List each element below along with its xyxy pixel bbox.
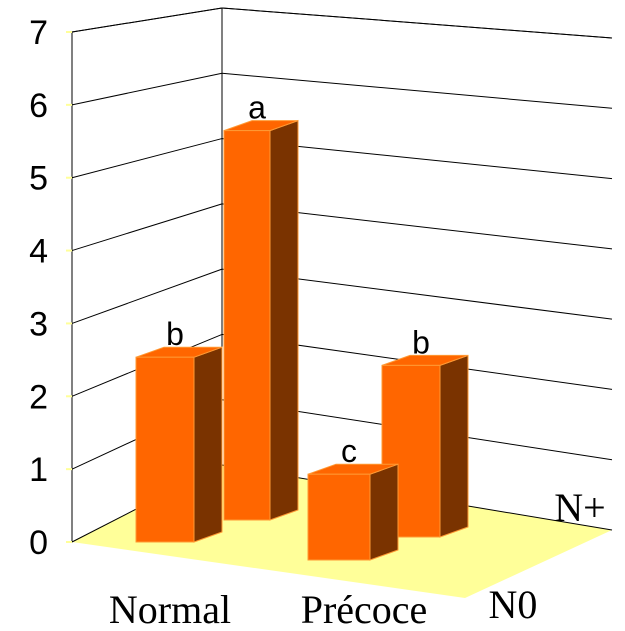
y-tick-label: 1 [29, 451, 48, 489]
bar-N+-Précoce [381, 354, 469, 538]
gridline-left-7 [71, 7, 223, 33]
depth-axis-label: N0 [489, 582, 538, 627]
depth-axis-label: N+ [554, 485, 605, 530]
y-tick-label: 5 [29, 160, 48, 198]
bar-data-label: c [341, 433, 357, 469]
gridline-back-7 [221, 7, 613, 39]
gridline-left-6 [71, 72, 223, 106]
bar-front-face [223, 130, 271, 521]
bar-side-face [193, 346, 223, 543]
y-tick-label: 3 [29, 305, 48, 343]
y-tick-label: 7 [29, 14, 48, 52]
y-tick-label: 2 [29, 378, 48, 416]
bar-N0-Précoce [307, 463, 399, 561]
x-category-label: Normal [109, 587, 231, 631]
y-tick-label: 4 [29, 233, 48, 271]
bar-data-label: b [166, 316, 184, 352]
bar-front-face [135, 356, 195, 543]
bar-front-face [307, 473, 371, 561]
bar-data-label: b [412, 324, 430, 360]
y-axis-ticks: 0 1 2 3 4 5 6 7 [29, 14, 72, 562]
bar-N+-Normal [223, 119, 299, 521]
y-tick-label: 0 [29, 524, 48, 562]
bar-side-face [269, 119, 299, 521]
gridline-back-6 [221, 72, 613, 109]
bar-data-label: a [248, 90, 266, 126]
chart-bars [135, 119, 469, 561]
x-category-label: Précoce [301, 587, 428, 631]
gridline-left-4 [71, 203, 223, 252]
bar-N0-Normal [135, 346, 223, 543]
gridline-left-5 [71, 138, 223, 179]
bar-side-face [369, 463, 399, 561]
gridline-left-3 [71, 268, 223, 324]
y-tick-label: 6 [29, 87, 48, 125]
bar-side-face [439, 354, 469, 538]
chart-labels: a b b c Normal Précoce N0 N+ [109, 90, 606, 631]
